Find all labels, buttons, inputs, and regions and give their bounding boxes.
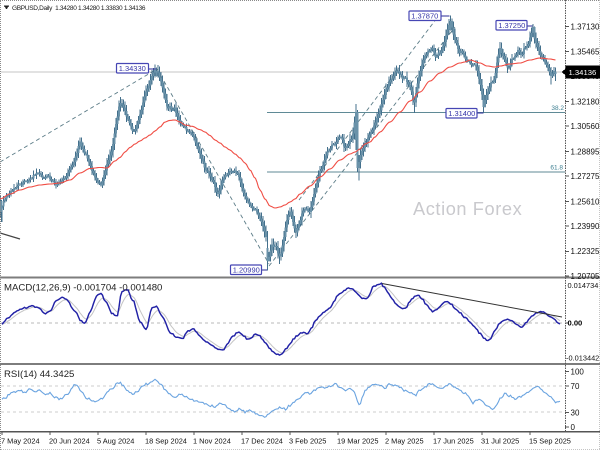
svg-text:1.34136: 1.34136 [569,68,597,77]
svg-text:0.00: 0.00 [568,319,583,328]
svg-text:0: 0 [571,423,576,432]
svg-text:GBPUSD,Daily 1.34280 1.34280: GBPUSD,Daily 1.34280 1.34280 1.33830 1.3… [12,5,146,12]
svg-text:1.37870: 1.37870 [411,12,438,21]
svg-text:1.31400: 1.31400 [448,109,475,118]
svg-text:17 Dec 2024: 17 Dec 2024 [241,437,283,446]
svg-text:1 Nov 2024: 1 Nov 2024 [193,437,231,446]
svg-text:100: 100 [571,367,585,376]
svg-text:15 Sep 2025: 15 Sep 2025 [529,437,571,446]
svg-text:7 May 2024: 7 May 2024 [1,437,40,446]
svg-text:2 May 2025: 2 May 2025 [385,437,424,446]
svg-text:MACD(12,26,9) -0.001704 -0.001: MACD(12,26,9) -0.001704 -0.001480 [4,283,162,294]
svg-text:1.22325: 1.22325 [571,247,600,256]
svg-text:19 Mar 2025: 19 Mar 2025 [337,437,379,446]
svg-text:3 Feb 2025: 3 Feb 2025 [289,437,326,446]
svg-text:17 Jun 2025: 17 Jun 2025 [433,437,474,446]
svg-text:18 Sep 2024: 18 Sep 2024 [145,437,187,446]
svg-text:20 Jun 2024: 20 Jun 2024 [49,437,90,446]
svg-text:70: 70 [571,382,580,391]
svg-text:1.25610: 1.25610 [571,197,600,206]
svg-text:1.28895: 1.28895 [571,147,600,156]
svg-text:1.20705: 1.20705 [571,272,600,281]
svg-text:1.23990: 1.23990 [571,222,600,231]
svg-text:1.27275: 1.27275 [571,172,600,181]
svg-text:1.20990: 1.20990 [233,266,260,275]
svg-text:-0.013442: -0.013442 [566,354,599,363]
svg-text:1.35465: 1.35465 [571,48,600,57]
svg-text:31 Jul 2025: 31 Jul 2025 [481,437,519,446]
svg-text:38.2: 38.2 [551,105,564,112]
svg-text:1.30560: 1.30560 [571,122,600,131]
svg-text:1.34330: 1.34330 [119,64,146,73]
svg-text:61.8: 61.8 [550,165,563,172]
svg-text:5 Aug 2024: 5 Aug 2024 [97,437,134,446]
svg-text:1.37250: 1.37250 [498,21,525,30]
svg-text:Action Forex: Action Forex [413,199,522,219]
svg-text:1.37130: 1.37130 [571,22,600,31]
svg-text:0.014734: 0.014734 [568,281,599,290]
svg-text:30: 30 [571,408,580,417]
svg-text:1.32180: 1.32180 [571,98,600,107]
svg-text:RSI(14) 44.3425: RSI(14) 44.3425 [4,369,74,380]
